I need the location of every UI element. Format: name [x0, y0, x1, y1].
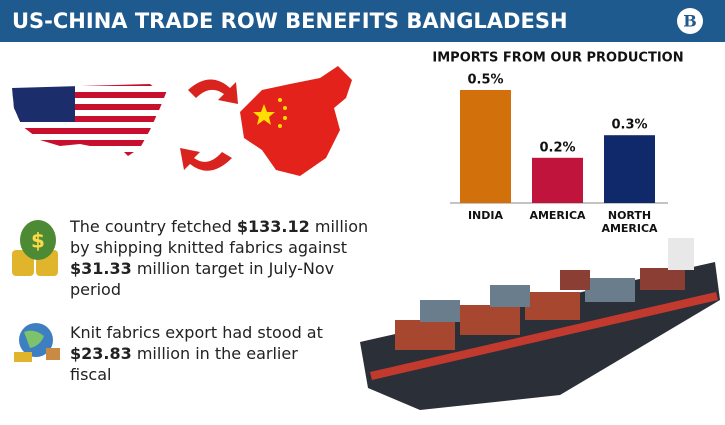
text: Knit fabrics export had stood at [70, 323, 323, 342]
arrow [180, 148, 232, 171]
category-label: AMERICA [529, 209, 586, 222]
logo-text: B [683, 12, 697, 31]
ship [360, 238, 720, 410]
amount: $31.33 [70, 259, 132, 278]
text: million by shipping knitted fabrics agai… [70, 217, 369, 257]
svg-text:$: $ [31, 229, 45, 253]
category-label: INDIA [467, 209, 504, 222]
star [278, 124, 282, 128]
header-bar [0, 0, 725, 42]
star [283, 106, 287, 110]
logo [677, 8, 703, 34]
usa-map [12, 84, 168, 156]
bar [604, 135, 655, 203]
globe-icon [14, 323, 60, 362]
money-icon: $ [12, 220, 58, 276]
value-label: 0.3% [611, 118, 647, 133]
bar [532, 157, 583, 203]
star [278, 98, 282, 102]
category-label: NORTH AMERICA [601, 209, 658, 235]
china-map [240, 66, 352, 176]
fact-text: The country fetched $133.12 million by s… [70, 216, 370, 300]
amount: $133.12 [236, 217, 310, 236]
text: million target in July-Nov period [70, 259, 335, 299]
arrow [188, 79, 238, 104]
star [253, 104, 275, 125]
text: million in the earlier fiscal [70, 344, 298, 384]
header-title: US-CHINA TRADE ROW BENEFITS BANGLADESH [12, 9, 568, 33]
fact-text: Knit fabrics export had stood at $23.83 … [70, 322, 340, 385]
bar [460, 90, 511, 203]
text: The country fetched [70, 217, 237, 236]
value-label: 0.2% [539, 140, 575, 155]
value-label: 0.5% [467, 73, 503, 88]
bar-chart: IMPORTS FROM OUR PRODUCTION 0.5% 0.2% 0.3% [432, 51, 684, 204]
chart-title: IMPORTS FROM OUR PRODUCTION [432, 51, 683, 66]
amount: $23.83 [70, 344, 132, 363]
star [283, 116, 287, 120]
